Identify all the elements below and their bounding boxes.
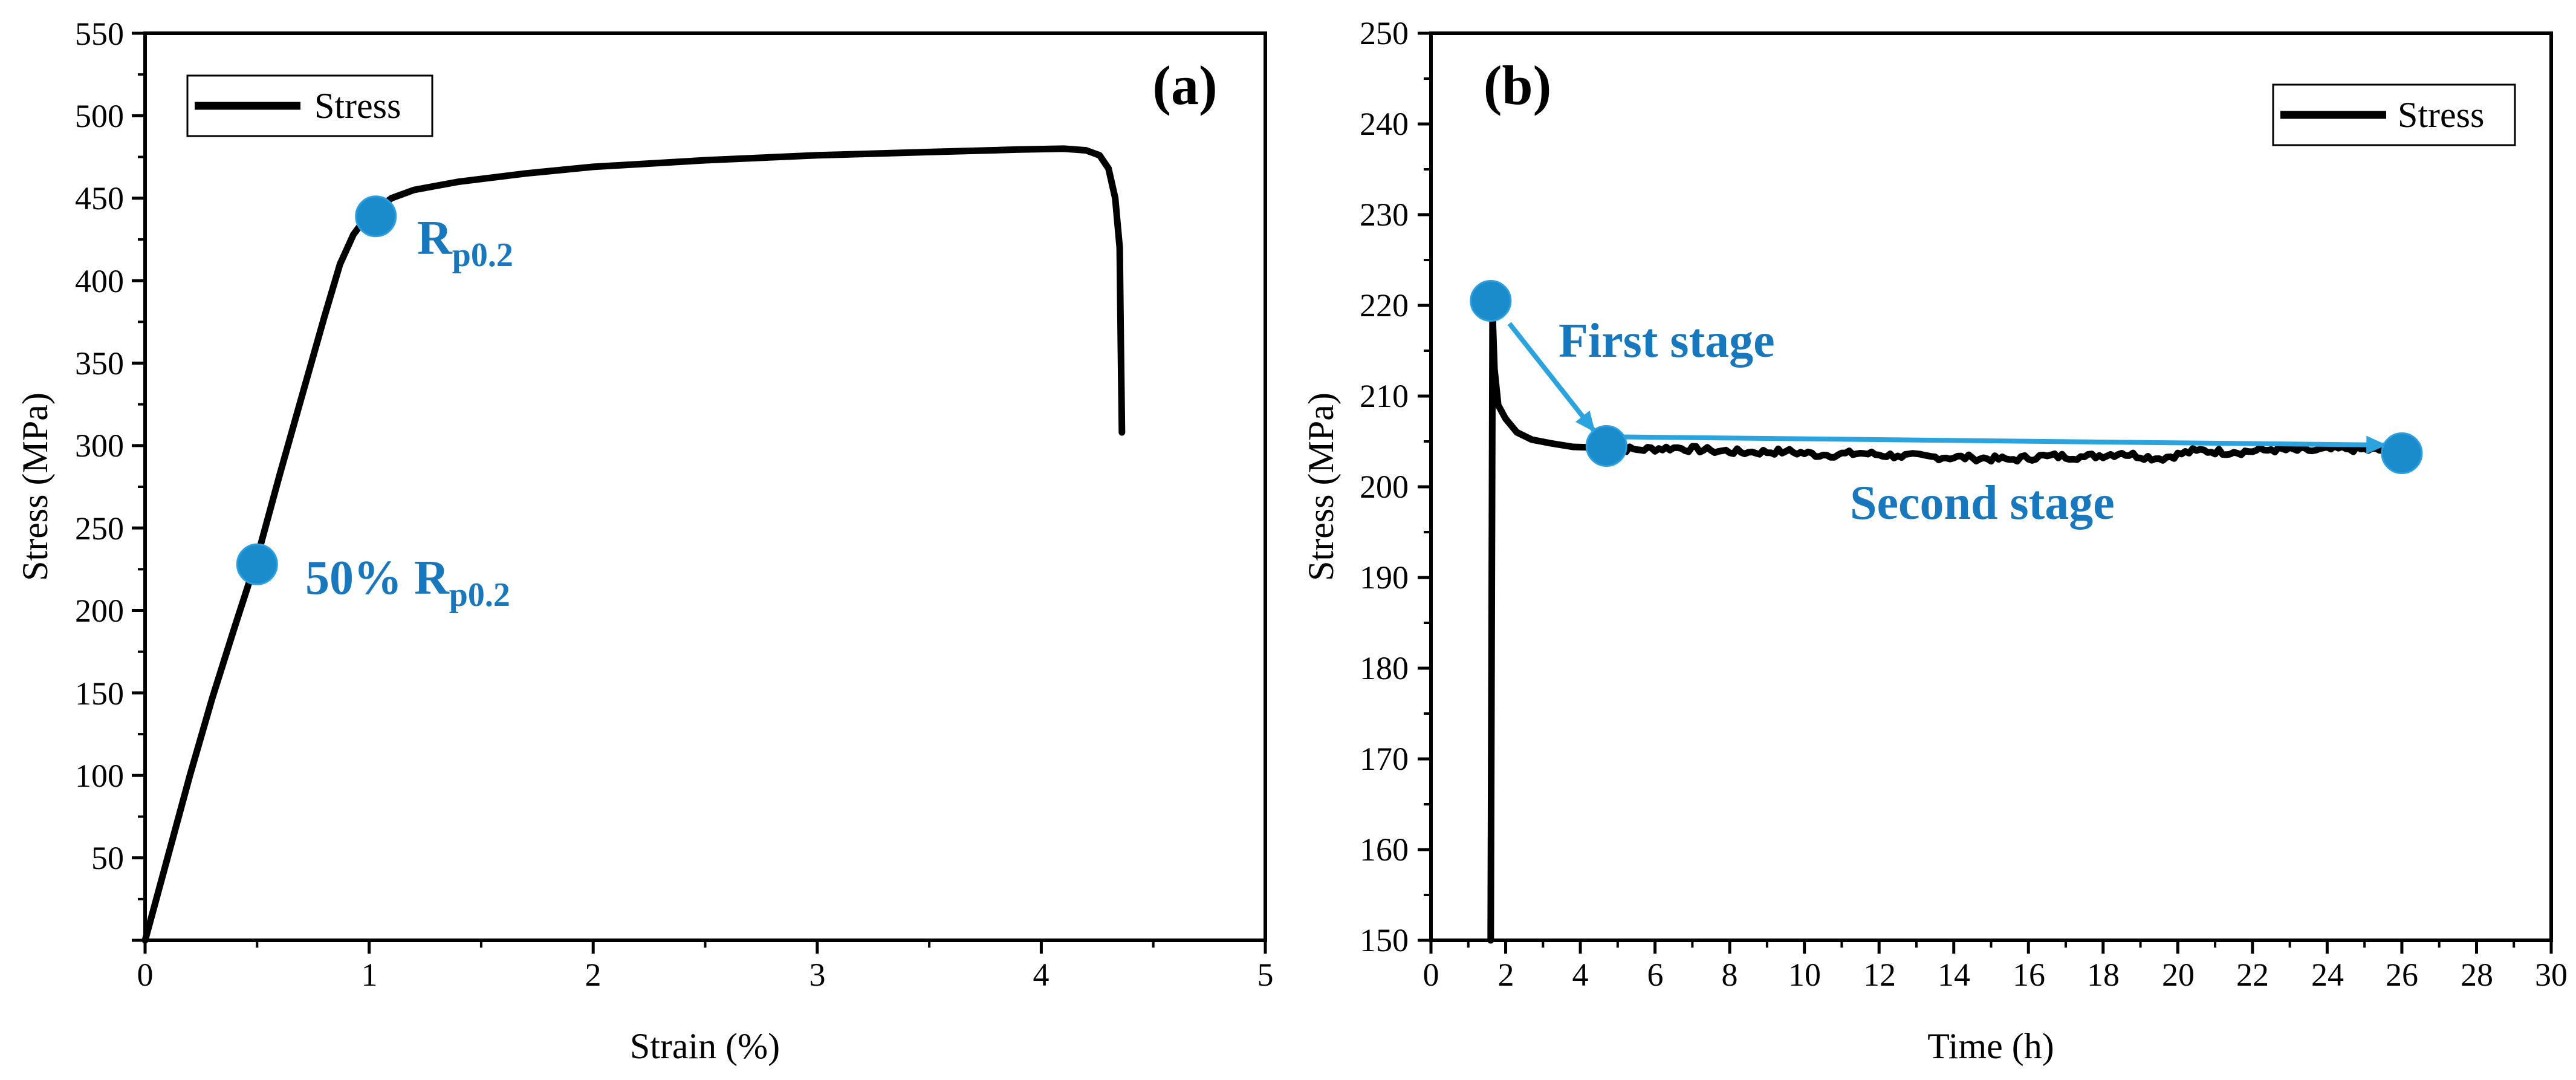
panel-a: 0 1 2 3 4 5 50 100 150 200 250 300 350 4… xyxy=(15,16,1274,1066)
panel-a-ytick-label: 100 xyxy=(75,758,124,794)
panel-a-xtick-label: 2 xyxy=(585,957,602,993)
panel-a-annotation-50pct-rp02: 50% Rp0.2 xyxy=(305,551,510,614)
panel-b-xtick-label: 18 xyxy=(2087,957,2120,993)
panel-b-xtick-label: 0 xyxy=(1423,957,1439,993)
panel-a-legend: Stress xyxy=(186,74,433,137)
panel-a-markers-layer xyxy=(236,195,397,585)
panel-b-arrows-layer xyxy=(1507,322,2387,454)
panel-b-xtick-label: 4 xyxy=(1572,957,1589,993)
annotation-main: 50% R xyxy=(305,551,450,605)
panel-a-label: (a) xyxy=(1152,54,1217,116)
panel-b-xtick-label: 30 xyxy=(2535,957,2568,993)
panel-a-series-layer xyxy=(141,145,1126,944)
panel-a-ytick-label: 50 xyxy=(91,840,124,876)
panel-b-ytick-label: 150 xyxy=(1360,922,1409,958)
panel-b-ytick-label: 180 xyxy=(1360,650,1409,686)
panel-a-ytick-label: 350 xyxy=(75,345,124,382)
panel-b-ytick-label: 220 xyxy=(1360,287,1409,324)
panel-a-xtick-label: 3 xyxy=(809,957,826,993)
panel-b-marker xyxy=(2381,432,2423,474)
panel-b-xtick-label: 14 xyxy=(1938,957,1970,993)
panel-a-xtick-label: 0 xyxy=(137,957,154,993)
panel-b-marker xyxy=(1585,425,1627,467)
panel-b-legend-label: Stress xyxy=(2398,95,2484,135)
panel-b-marker xyxy=(1470,280,1512,322)
panel-b-y-axis-title: Stress (MPa) xyxy=(1301,392,1341,581)
panel-b-ytick-label: 190 xyxy=(1360,559,1409,596)
panel-a-plot-frame xyxy=(143,31,1267,942)
panel-b: 0 2 4 6 8 10 12 14 16 18 20 22 24 26 28 … xyxy=(1301,15,2568,1066)
panel-b-xtick-label: 2 xyxy=(1498,957,1514,993)
panel-b-label: (b) xyxy=(1484,54,1551,116)
panel-a-y-axis-title: Stress (MPa) xyxy=(15,392,55,581)
panel-b-annotation-first-stage: First stage xyxy=(1559,314,1775,368)
panel-b-arrow-shaft xyxy=(1507,322,1597,434)
panel-b-ytick-label: 240 xyxy=(1360,106,1409,142)
panel-b-arrow-shaft xyxy=(1621,434,2387,447)
annotation-subscript: p0.2 xyxy=(452,236,513,274)
panel-b-ytick-label: 160 xyxy=(1360,831,1409,868)
panel-a-marker xyxy=(236,543,278,585)
panel-b-x-ticks xyxy=(1429,940,2553,954)
panel-a-ytick-label: 300 xyxy=(75,428,124,464)
panel-b-xtick-label: 8 xyxy=(1722,957,1738,993)
panel-b-xtick-label: 20 xyxy=(2162,957,2195,993)
panel-a-x-axis-title: Strain (%) xyxy=(630,1026,780,1066)
panel-b-markers-layer xyxy=(1470,280,2423,474)
panel-b-annotation-second-stage: Second stage xyxy=(1850,477,2115,530)
panel-b-xtick-label: 26 xyxy=(2386,957,2418,993)
panel-b-series-layer xyxy=(1487,311,2406,944)
panel-a-xtick-label: 5 xyxy=(1257,957,1274,993)
panel-a-ytick-label: 550 xyxy=(75,16,124,52)
panel-b-ytick-label: 200 xyxy=(1360,469,1409,505)
panel-b-series-stress xyxy=(1487,311,2406,944)
panel-b-ytick-label: 230 xyxy=(1360,197,1409,233)
panel-a-ytick-label: 450 xyxy=(75,180,124,216)
panel-b-xtick-label: 22 xyxy=(2236,957,2269,993)
panel-a-xtick-label: 4 xyxy=(1033,957,1050,993)
panel-a-marker xyxy=(355,195,397,238)
panel-a-ytick-label: 200 xyxy=(75,593,124,629)
panel-a-x-ticks xyxy=(143,940,1267,954)
panel-b-ytick-label: 170 xyxy=(1360,741,1409,777)
panel-a-legend-label: Stress xyxy=(314,86,401,126)
panel-a-ytick-label: 250 xyxy=(75,510,124,547)
panel-a-ytick-label: 150 xyxy=(75,675,124,712)
panel-b-arrow-head xyxy=(1575,411,1595,432)
panel-a-y-ticks xyxy=(132,31,145,942)
panel-b-arrow-head xyxy=(2366,435,2387,454)
panel-a-ytick-label: 500 xyxy=(75,98,124,134)
panel-b-xtick-label: 10 xyxy=(1788,957,1821,993)
panel-b-legend: Stress xyxy=(2272,83,2516,146)
panel-b-xtick-label: 28 xyxy=(2461,957,2493,993)
panel-b-xtick-label: 24 xyxy=(2311,957,2344,993)
annotation-main: R xyxy=(417,212,453,265)
annotation-subscript: p0.2 xyxy=(449,576,510,614)
panel-b-xtick-label: 6 xyxy=(1647,957,1664,993)
panel-b-x-axis-title: Time (h) xyxy=(1927,1026,2054,1066)
panel-a-xtick-label: 1 xyxy=(362,957,378,993)
panel-a-annotation-rp02: Rp0.2 xyxy=(417,212,513,274)
panel-b-ytick-label: 250 xyxy=(1360,15,1409,51)
panel-a-ytick-label: 400 xyxy=(75,263,124,299)
panel-b-y-ticks xyxy=(1418,31,1431,942)
panel-a-series-stress xyxy=(141,145,1126,944)
panel-b-xtick-label: 12 xyxy=(1863,957,1896,993)
panel-b-ytick-label: 210 xyxy=(1360,378,1409,414)
panel-b-xtick-label: 16 xyxy=(2013,957,2045,993)
